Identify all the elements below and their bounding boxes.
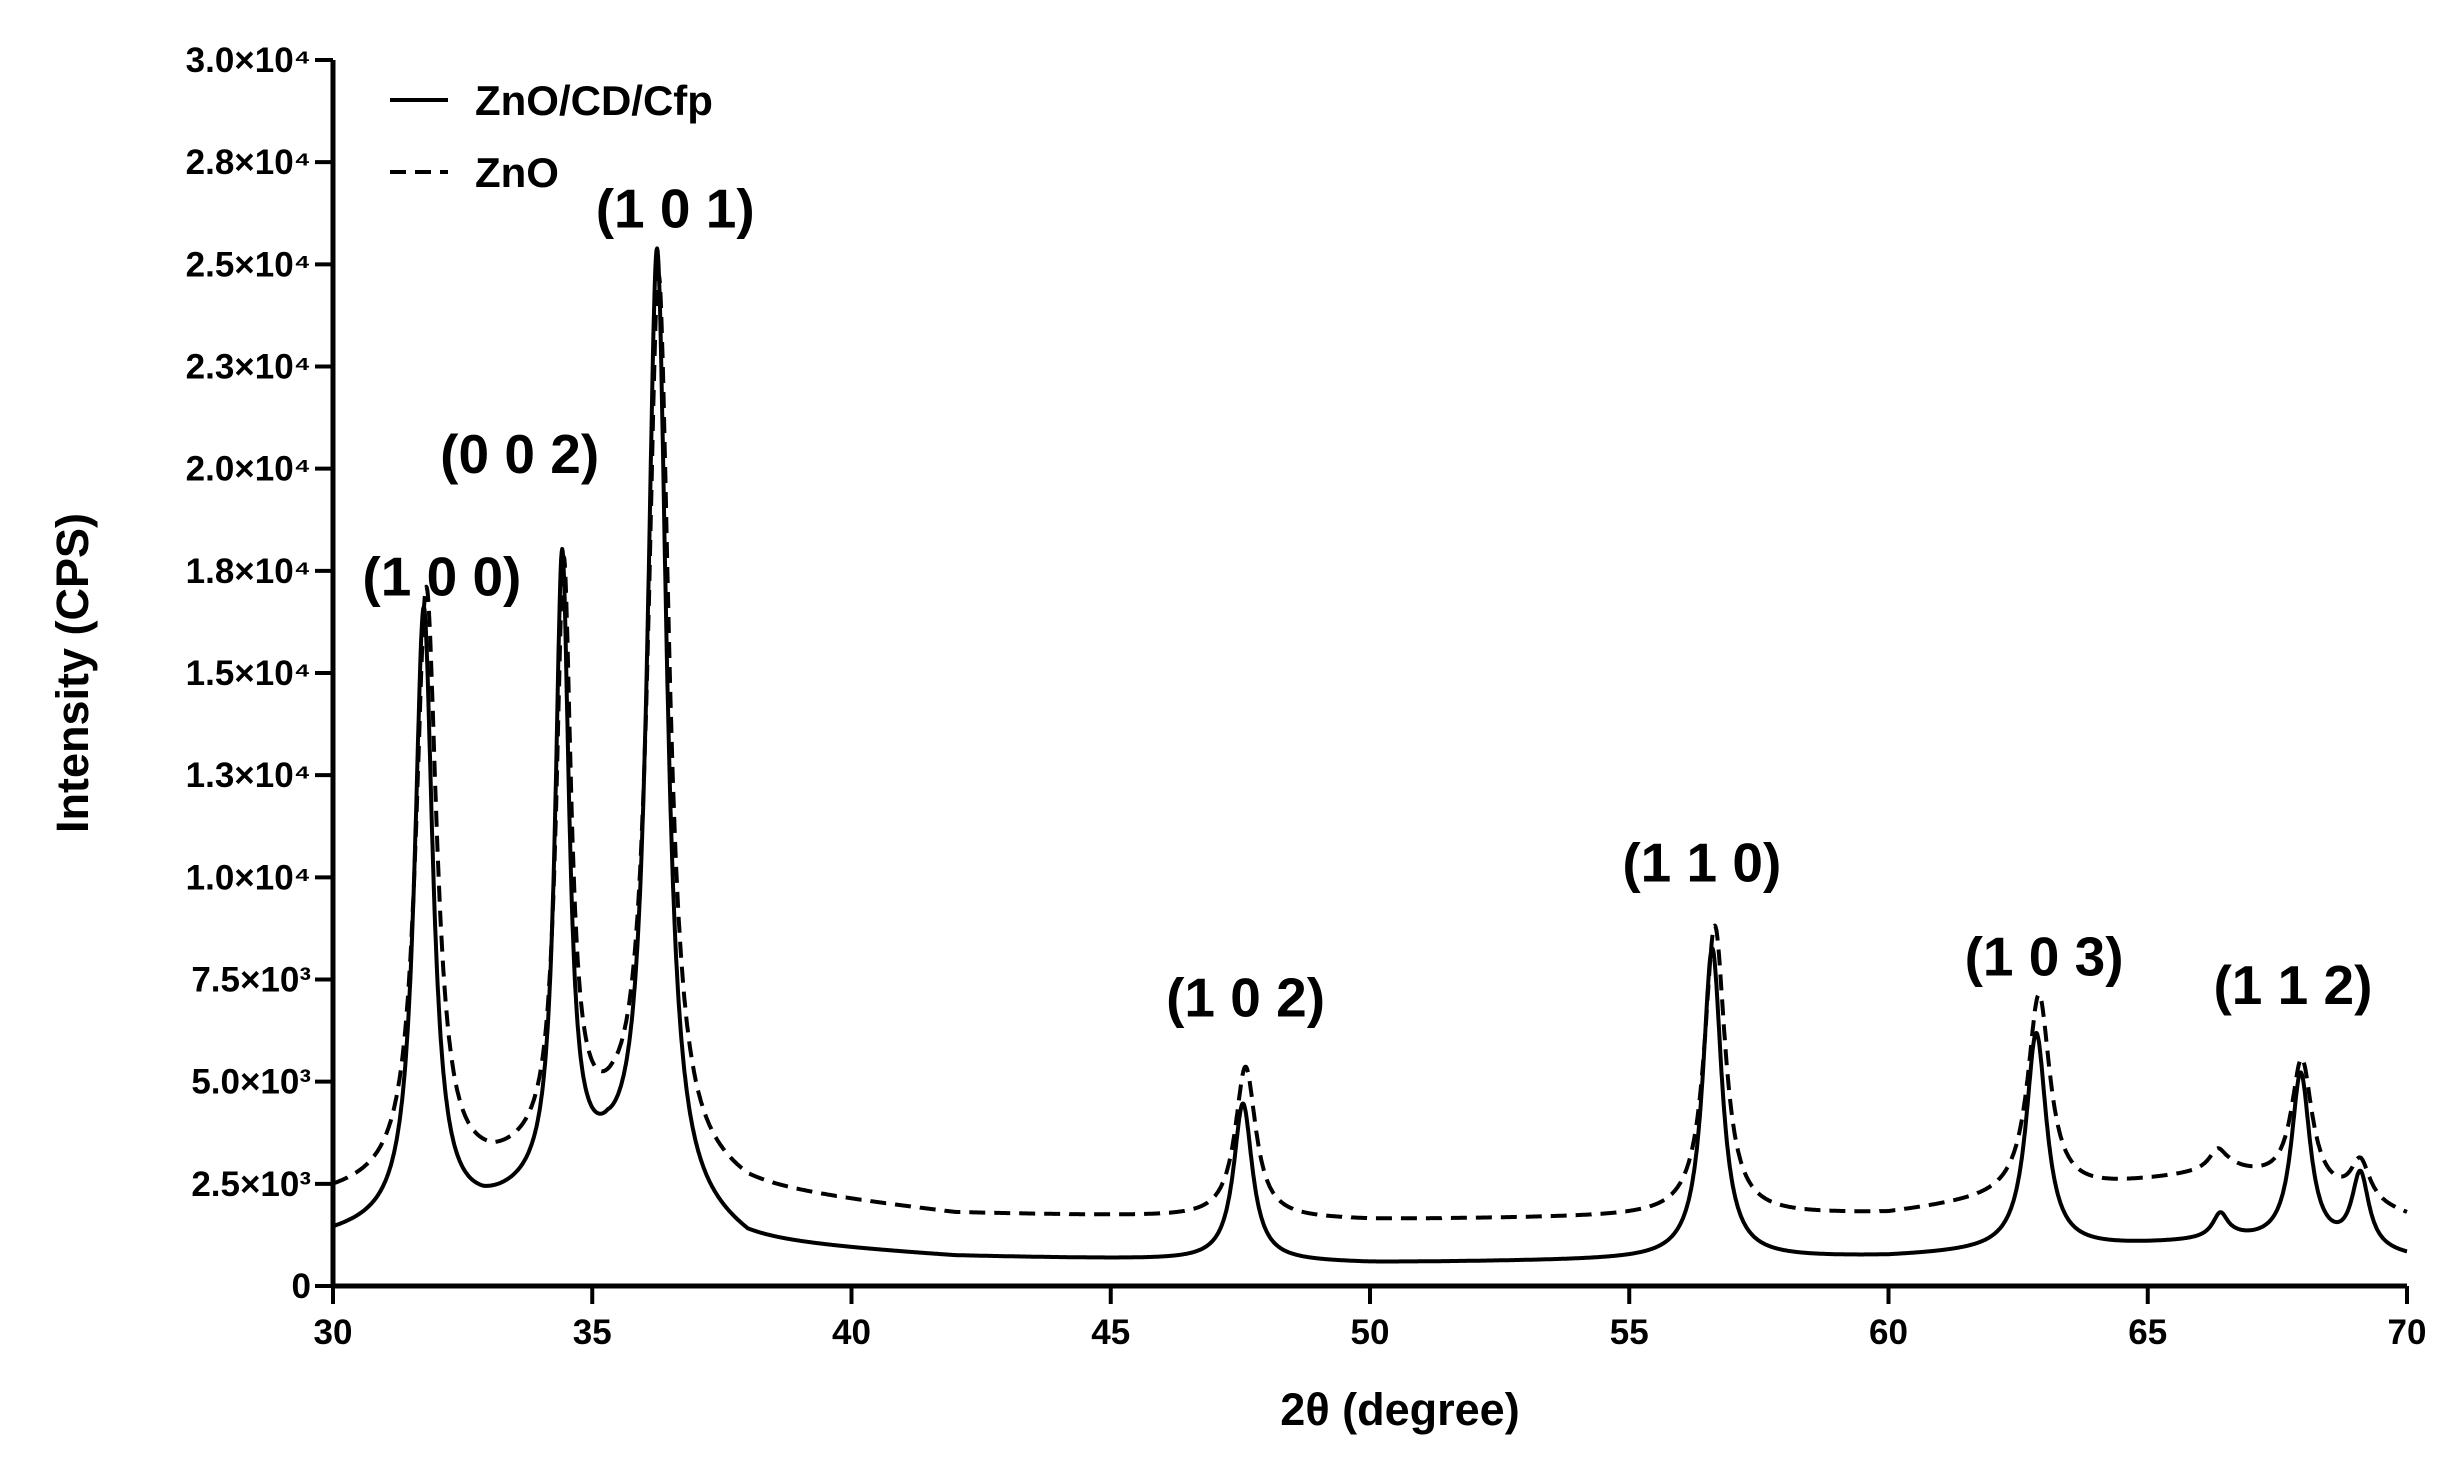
y-tick-label: 0 xyxy=(292,1267,311,1306)
x-tick-label: 50 xyxy=(1351,1313,1390,1352)
peak-label: (1 1 2) xyxy=(2213,954,2372,1016)
y-tick-label: 1.3×10⁴ xyxy=(186,756,311,795)
x-tick-label: 65 xyxy=(2128,1313,2167,1352)
x-tick-label: 70 xyxy=(2388,1313,2427,1352)
x-tick-label: 60 xyxy=(1869,1313,1908,1352)
axes xyxy=(330,60,2407,1289)
peak-label: (1 0 3) xyxy=(1965,925,2124,987)
y-tick-label: 1.5×10⁴ xyxy=(186,654,311,693)
y-tick-label: 2.5×10³ xyxy=(191,1165,311,1204)
x-tick-label: 30 xyxy=(314,1313,353,1352)
x-axis-title: 2θ (degree) xyxy=(1280,1384,1519,1435)
y-tick-label: 7.5×10³ xyxy=(191,961,311,1000)
y-axis-title: Intensity (CPS) xyxy=(47,513,98,833)
x-tick-label: 40 xyxy=(832,1313,871,1352)
series-line-zno xyxy=(331,272,2409,1221)
y-ticks: 0 2.5×10³ 5.0×10³ 7.5×10³ 1.0×10⁴ 1.3×10⁴ 1.5×… xyxy=(186,41,333,1306)
y-tick-label: 2.5×10⁴ xyxy=(186,245,311,284)
x-tick-label: 55 xyxy=(1610,1313,1649,1352)
peak-label: (1 0 2) xyxy=(1166,966,1325,1028)
x-ticks: 30 35 40 45 50 55 60 65 70 xyxy=(314,1286,2427,1352)
y-tick-label: 3.0×10⁴ xyxy=(186,41,311,80)
y-tick-label: 2.8×10⁴ xyxy=(186,143,311,182)
x-tick-label: 35 xyxy=(573,1313,612,1352)
legend: ZnO/CD/Cfp ZnO xyxy=(390,77,713,196)
peak-label: (0 0 2) xyxy=(440,423,599,485)
y-tick-label: 1.8×10⁴ xyxy=(186,552,311,591)
y-tick-label: 5.0×10³ xyxy=(191,1063,311,1102)
peak-label: (1 0 1) xyxy=(596,178,755,240)
series-line-zno-cd-cfp xyxy=(331,246,2409,1264)
x-tick-label: 45 xyxy=(1091,1313,1130,1352)
y-tick-label: 2.3×10⁴ xyxy=(186,348,311,387)
peak-label: (1 1 0) xyxy=(1622,831,1781,893)
y-tick-label: 2.0×10⁴ xyxy=(186,450,311,489)
peak-label: (1 0 0) xyxy=(362,545,521,607)
plot-curves xyxy=(331,246,2409,1264)
y-tick-label: 1.0×10⁴ xyxy=(186,858,311,897)
peak-annotations: (1 0 0) (0 0 2) (1 0 1) (1 0 2) (1 1 0) (1 0 … xyxy=(362,178,2372,1029)
legend-label: ZnO xyxy=(475,149,559,196)
legend-label: ZnO/CD/Cfp xyxy=(475,77,713,124)
